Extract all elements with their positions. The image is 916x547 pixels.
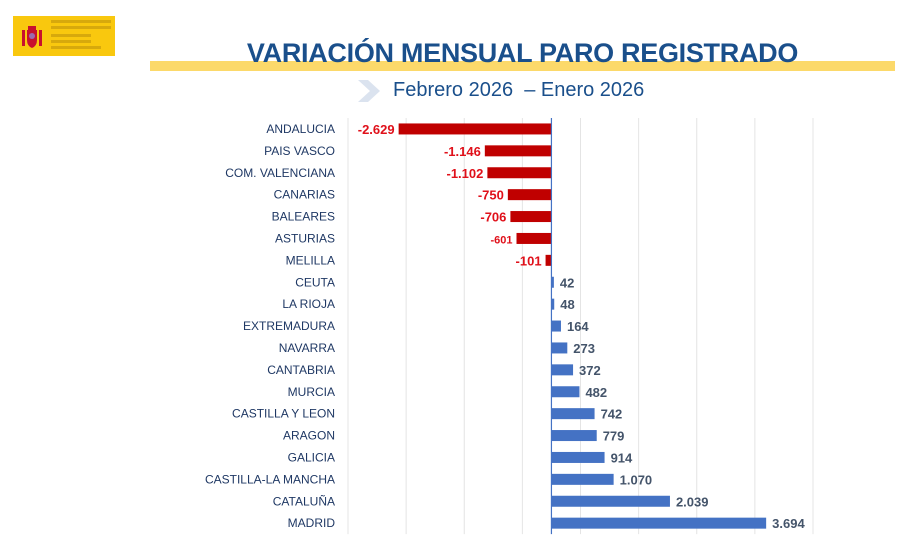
bar: [551, 386, 580, 398]
data-label: 273: [573, 341, 595, 356]
category-label: MELILLA: [286, 253, 335, 267]
data-label: -1.146: [444, 144, 481, 159]
page-subtitle: Febrero 2026 – Enero 2026: [393, 79, 645, 101]
bar: [551, 495, 670, 507]
category-label: MADRID: [288, 516, 336, 530]
bar: [551, 408, 595, 420]
data-label: 372: [579, 363, 601, 378]
category-label: MURCIA: [288, 385, 335, 399]
data-label: -101: [516, 253, 542, 268]
bar: [551, 451, 605, 463]
data-label: 742: [601, 407, 623, 422]
data-label: -2.629: [358, 122, 395, 137]
bar: [510, 211, 552, 223]
data-label: 779: [603, 429, 625, 444]
data-label: -601: [490, 234, 512, 246]
category-label: BALEARES: [272, 210, 335, 224]
chevron-right-icon: [358, 80, 380, 102]
bar: [545, 254, 552, 266]
data-label: 3.694: [772, 516, 805, 531]
data-label: -706: [480, 210, 506, 225]
data-label: 2.039: [676, 494, 709, 509]
coat-of-arms-icon: [22, 26, 42, 48]
data-label: -750: [478, 188, 504, 203]
data-label: 48: [560, 297, 574, 312]
bar: [551, 342, 568, 354]
category-label: CASTILLA-LA MANCHA: [205, 472, 335, 486]
bar: [551, 276, 554, 288]
bar: [516, 232, 552, 244]
category-label: CANTABRIA: [267, 363, 335, 377]
bar: [484, 145, 552, 157]
bar: [551, 298, 555, 310]
bar: [551, 320, 561, 332]
bar: [507, 189, 552, 201]
bar: [487, 167, 552, 179]
page-title: VARIACIÓN MENSUAL PARO REGISTRADO: [246, 38, 799, 68]
category-label: PAIS VASCO: [264, 144, 335, 158]
data-label: 42: [560, 275, 574, 290]
category-label: LA RIOJA: [282, 297, 335, 311]
data-label: 1.070: [620, 472, 653, 487]
data-label: -1.102: [447, 166, 484, 181]
data-label: 482: [585, 385, 607, 400]
category-label: CASTILLA Y LEON: [232, 407, 335, 421]
category-label: NAVARRA: [279, 341, 335, 355]
category-label: EXTREMADURA: [243, 319, 335, 333]
category-label: ASTURIAS: [275, 231, 335, 245]
category-label: ANDALUCIA: [266, 122, 335, 136]
bar: [551, 517, 767, 529]
bar: [398, 123, 552, 135]
title-underline: [150, 61, 895, 71]
category-label: COM. VALENCIANA: [225, 166, 335, 180]
category-label: CEUTA: [295, 275, 335, 289]
category-label: CANARIAS: [274, 188, 335, 202]
data-label: 164: [567, 319, 589, 334]
bar: [551, 430, 597, 442]
category-label: ARAGON: [283, 429, 335, 443]
bar: [551, 473, 614, 485]
data-label: 914: [611, 450, 633, 465]
government-logo: [13, 16, 115, 56]
bar: [551, 364, 574, 376]
category-label: CATALUÑA: [273, 494, 335, 508]
category-label: GALICIA: [288, 450, 335, 464]
